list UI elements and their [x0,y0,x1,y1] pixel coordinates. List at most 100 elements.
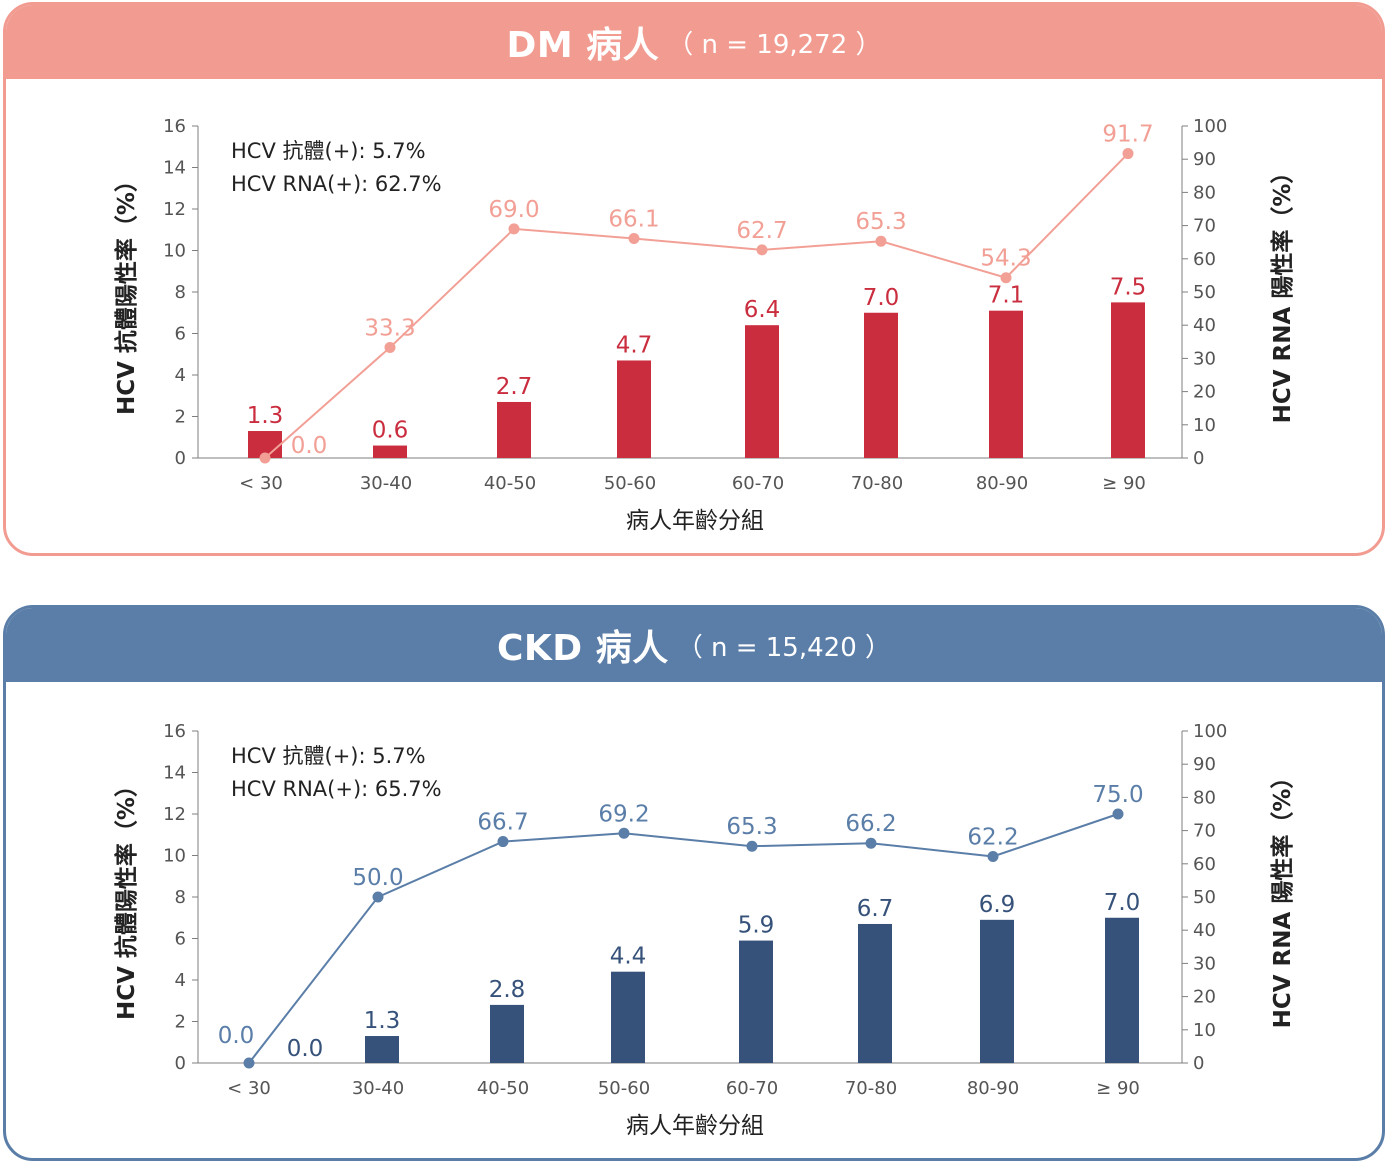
rna-point-label: 0.0 [291,433,328,459]
left-tick-label: 12 [163,199,186,220]
right-tick-label: 70 [1193,216,1216,237]
left-tick-label: 16 [163,116,186,137]
right-tick-label: 30 [1193,953,1216,974]
rna-point-label: 33.3 [364,315,415,341]
rna-point [628,233,640,245]
antibody-bar [739,940,773,1063]
left-tick-label: 14 [163,158,186,179]
rna-point [508,223,520,235]
rna-point-label: 66.2 [845,811,896,837]
antibody-bar-label: 5.9 [738,913,775,939]
right-tick-label: 80 [1193,787,1216,808]
summary-annotation: HCV RNA(+): 62.7% [231,172,442,196]
rna-point [987,850,999,862]
antibody-bar [490,1004,524,1063]
dm-chart-panel: DM 病人 （ n = 19,272 ） 0 2 4 6 8 10 12 14 16 0 10 20 3… [3,2,1385,556]
antibody-bar-label: 2.8 [489,977,526,1003]
x-tick-label: 40-50 [484,473,536,494]
x-tick-label: 60-70 [732,473,784,494]
antibody-bar-label: 7.5 [1110,274,1147,300]
left-tick-label: 0 [175,448,186,469]
antibody-bar [611,971,645,1063]
x-tick-label: 60-70 [726,1078,778,1099]
right-tick-label: 30 [1193,348,1216,369]
rna-point [1122,148,1134,160]
antibody-bar-label: 0.6 [372,418,409,444]
right-tick-label: 20 [1193,382,1216,403]
summary-annotation: HCV RNA(+): 65.7% [231,777,442,801]
rna-point [243,1057,255,1069]
left-tick-label: 10 [163,846,186,867]
rna-point [497,836,509,848]
ckd-chart-title: CKD 病人 [496,628,669,669]
right-tick-label: 50 [1193,282,1216,303]
rna-point [618,827,630,839]
right-tick-label: 90 [1193,754,1216,775]
right-axis-title: HCV RNA 陽性率（%） [1269,161,1296,424]
antibody-bar [617,360,651,458]
rna-point-label: 66.1 [608,207,659,233]
x-tick-label: 80-90 [967,1078,1019,1099]
rna-point-label: 54.3 [980,246,1031,272]
antibody-bar [373,445,407,458]
rna-point-label: 91.7 [1102,122,1153,148]
rna-point [384,341,396,353]
rna-point-label: 69.0 [488,197,539,223]
rna-point-label: 62.2 [967,824,1018,850]
rna-point-label: 75.0 [1092,782,1143,808]
right-tick-label: 50 [1193,887,1216,908]
right-tick-label: 70 [1193,821,1216,842]
antibody-bar-label: 6.4 [744,297,781,323]
dm-chart-title: DM 病人 [506,25,660,66]
antibody-bar [1105,917,1139,1063]
x-tick-label: 50-60 [598,1078,650,1099]
right-tick-label: 90 [1193,149,1216,170]
antibody-bar-label: 1.3 [364,1008,401,1034]
x-axis-title: 病人年齡分組 [626,1113,764,1139]
rna-point [1000,272,1012,284]
dm-chart-subtitle: （ n = 19,272 ） [667,29,882,60]
left-tick-label: 12 [163,804,186,825]
right-tick-label: 20 [1193,987,1216,1008]
x-tick-label: < 30 [239,473,283,494]
right-axis-title: HCV RNA 陽性率（%） [1269,766,1296,1029]
antibody-bar [864,312,898,458]
rna-point-label: 65.3 [726,814,777,840]
left-tick-label: 6 [175,324,186,345]
right-tick-label: 10 [1193,1020,1216,1041]
rna-point-label: 69.2 [598,801,649,827]
rna-point [756,244,768,256]
antibody-bar-label: 1.3 [247,403,284,429]
left-tick-label: 14 [163,763,186,784]
rna-point [875,235,887,247]
antibody-bar [858,923,892,1063]
rna-point-label: 66.7 [477,810,528,836]
x-tick-label: ≥ 90 [1096,1078,1140,1099]
x-tick-label: 80-90 [976,473,1028,494]
ckd-chart-svg: 0 2 4 6 8 10 12 14 16 0 10 20 30 40 50 60 70 80 90 100 < 30 3… [113,721,1296,1139]
right-tick-label: 60 [1193,249,1216,270]
summary-annotation: HCV 抗體(+): 5.7% [231,744,426,768]
x-tick-label: 30-40 [352,1078,404,1099]
left-tick-label: 6 [175,929,186,950]
rna-point [259,452,271,464]
antibody-bar-label: 0.0 [287,1036,324,1062]
ckd-chart-header: CKD 病人 （ n = 15,420 ） [6,608,1382,682]
x-tick-label: ≥ 90 [1102,473,1146,494]
antibody-bar-label: 4.7 [616,332,653,358]
antibody-bar [1111,302,1145,458]
plot-area: 0 2 4 6 8 10 12 14 16 0 10 20 30 40 50 60 70 80 90 100 < 30 3… [113,116,1296,534]
right-tick-label: 40 [1193,920,1216,941]
left-tick-label: 4 [175,365,186,386]
rna-line [264,152,1129,459]
antibody-bar-label: 6.9 [979,892,1016,918]
left-tick-label: 8 [175,282,186,303]
ckd-chart-subtitle: （ n = 15,420 ） [676,632,892,663]
rna-point [746,840,758,852]
antibody-bar-label: 4.4 [610,944,647,970]
rna-point-label: 0.0 [218,1023,255,1049]
left-tick-label: 0 [175,1053,186,1074]
x-tick-label: < 30 [227,1078,271,1099]
ckd-chart-panel: CKD 病人 （ n = 15,420 ） 0 2 4 6 8 10 12 14 16 0 10 20… [3,605,1385,1161]
antibody-bar [989,310,1023,458]
